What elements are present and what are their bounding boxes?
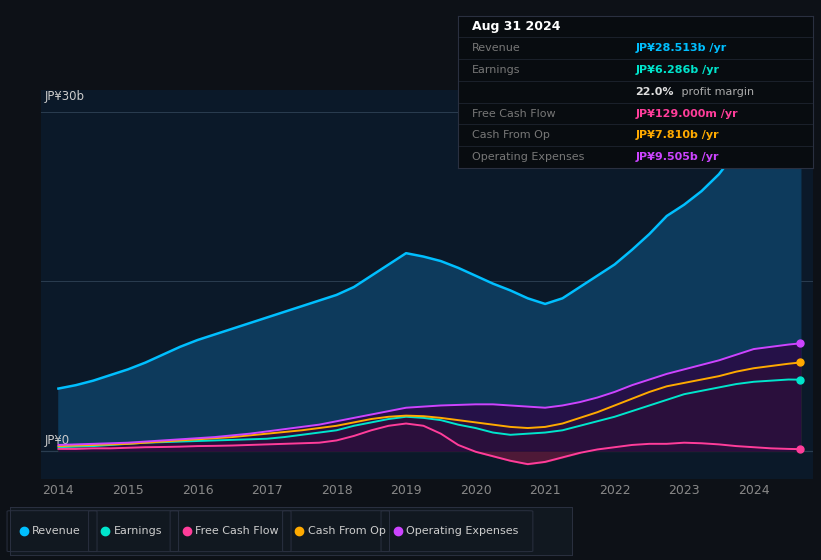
Text: Earnings: Earnings bbox=[472, 65, 521, 75]
Text: JP¥129.000m /yr: JP¥129.000m /yr bbox=[635, 109, 738, 119]
Text: JP¥7.810b /yr: JP¥7.810b /yr bbox=[635, 130, 719, 141]
Text: JP¥9.505b /yr: JP¥9.505b /yr bbox=[635, 152, 719, 162]
Text: Revenue: Revenue bbox=[472, 43, 521, 53]
Text: Revenue: Revenue bbox=[32, 526, 81, 536]
Text: Cash From Op: Cash From Op bbox=[308, 526, 386, 536]
Text: Free Cash Flow: Free Cash Flow bbox=[472, 109, 556, 119]
Text: JP¥28.513b /yr: JP¥28.513b /yr bbox=[635, 43, 727, 53]
Text: Operating Expenses: Operating Expenses bbox=[406, 526, 519, 536]
Text: profit margin: profit margin bbox=[678, 87, 754, 97]
Text: Operating Expenses: Operating Expenses bbox=[472, 152, 585, 162]
Text: JP¥30b: JP¥30b bbox=[44, 90, 85, 103]
Text: JP¥6.286b /yr: JP¥6.286b /yr bbox=[635, 65, 719, 75]
Text: 22.0%: 22.0% bbox=[635, 87, 674, 97]
Text: JP¥0: JP¥0 bbox=[44, 434, 70, 447]
Text: Free Cash Flow: Free Cash Flow bbox=[195, 526, 279, 536]
Text: Aug 31 2024: Aug 31 2024 bbox=[472, 20, 561, 33]
Text: Earnings: Earnings bbox=[114, 526, 163, 536]
Text: Cash From Op: Cash From Op bbox=[472, 130, 550, 141]
